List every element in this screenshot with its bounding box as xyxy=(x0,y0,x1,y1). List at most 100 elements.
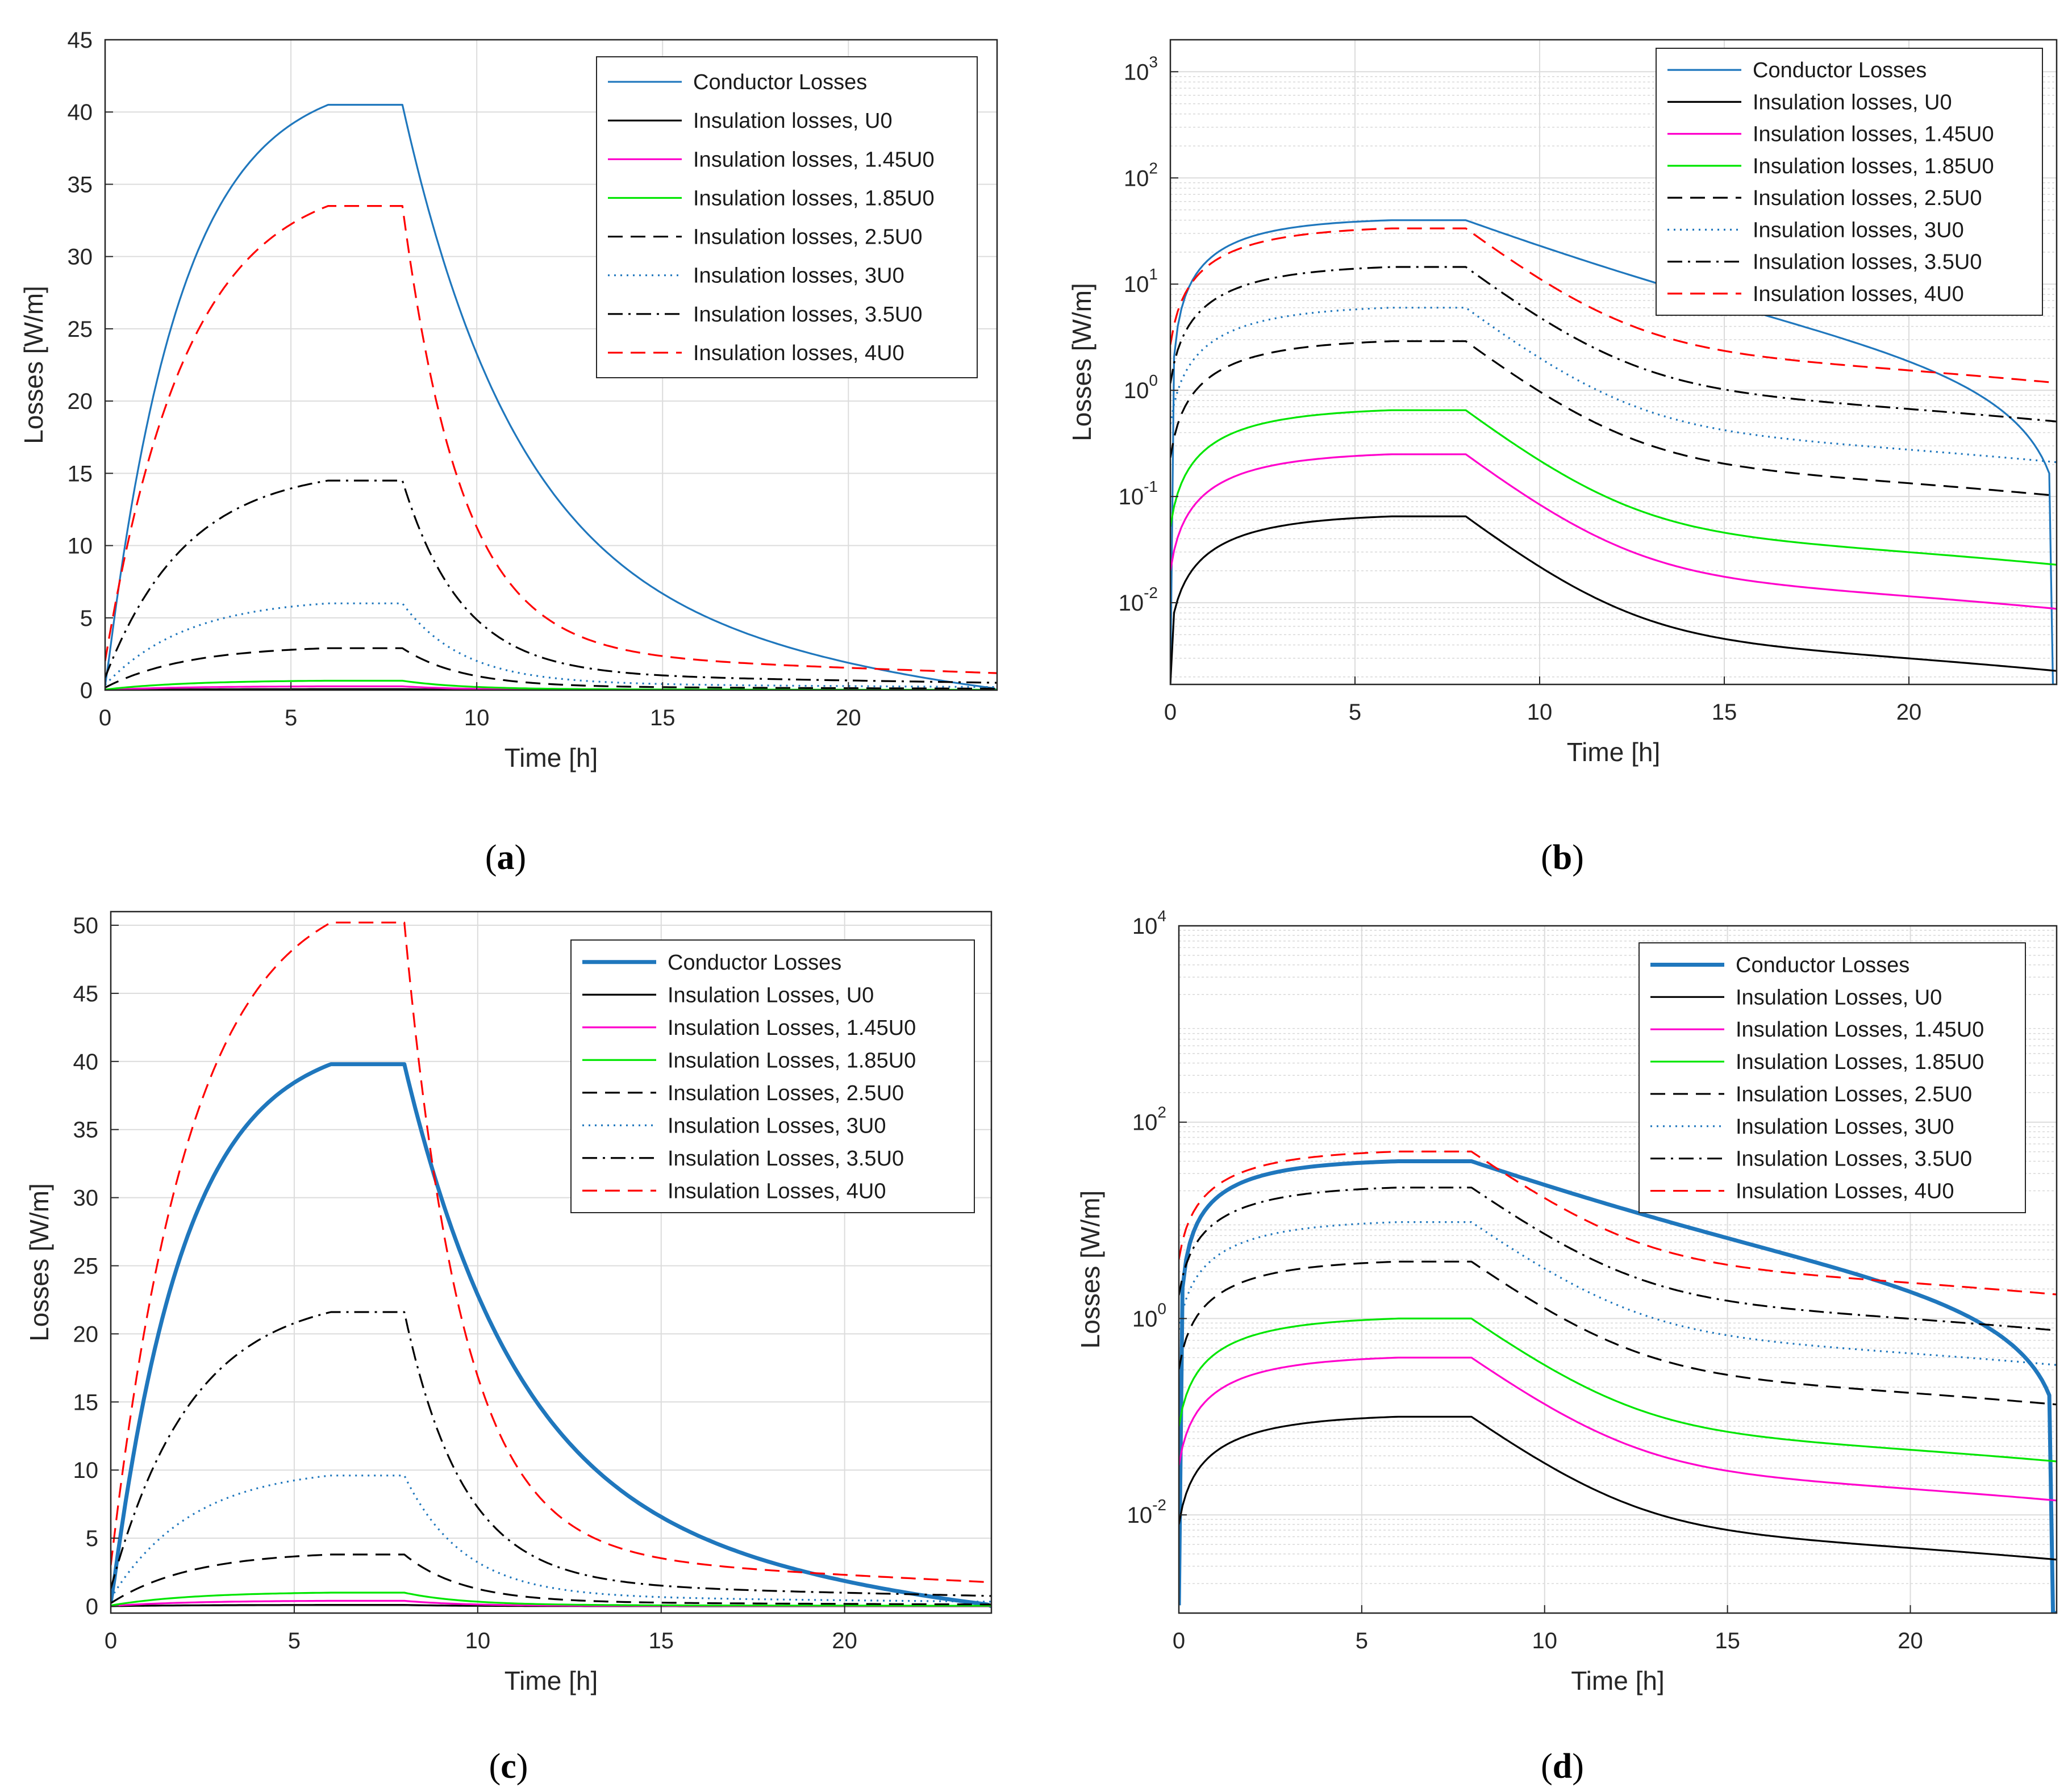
series-line-insulation-losses-u0 xyxy=(1179,1415,2057,1561)
series-line-insulation-losses-3u0 xyxy=(111,1474,991,1603)
series-line-insulation-losses-2-5u0 xyxy=(1179,1260,2057,1406)
y-axis-label: Losses [W/m] xyxy=(24,1183,54,1342)
y-tick-label: 40 xyxy=(73,1050,99,1075)
legend-label: Insulation Losses, 3.5U0 xyxy=(668,1147,904,1171)
chart-panel-a: 0 5 10 15 20 0 5 10 15 20 25 30 35 40 45 Time [h] Losses… xyxy=(19,28,998,877)
legend-label: Insulation Losses, 1.85U0 xyxy=(1736,1050,1984,1074)
series-line-insulation-losses-3u0 xyxy=(1179,1221,2057,1366)
y-axis-label: Losses [W/m] xyxy=(1067,283,1096,441)
series-line-insulation-losses-3-5u0 xyxy=(111,1311,991,1597)
legend-label: Insulation Losses, 4U0 xyxy=(668,1179,886,1203)
legend-label: Insulation losses, 1.45U0 xyxy=(1753,123,1994,147)
series-line-insulation-losses-3u0 xyxy=(105,602,997,688)
y-tick-label: 10-2 xyxy=(1127,1496,1166,1528)
x-tick-label: 20 xyxy=(1896,700,1922,725)
x-tick-label: 0 xyxy=(1164,700,1177,725)
legend-label: Insulation Losses, 3U0 xyxy=(668,1114,886,1138)
legend-label: Insulation losses, 1.45U0 xyxy=(693,148,935,172)
y-tick-label: 50 xyxy=(73,913,99,938)
legend-label: Insulation Losses, U0 xyxy=(1736,985,1942,1009)
chart-panel-c: 0 5 10 15 20 0 5 10 15 20 25 30 35 40 45 50 Time [h] Loss… xyxy=(24,910,993,1786)
x-tick-label: 5 xyxy=(285,705,297,730)
series-group xyxy=(1170,219,2057,684)
y-tick-label: 20 xyxy=(68,389,93,414)
legend-box xyxy=(1638,942,2026,1213)
series-line-insulation-losses-2-5u0 xyxy=(1170,340,2057,497)
legend-label: Insulation Losses, U0 xyxy=(668,983,874,1007)
series-group xyxy=(1179,1150,2057,1613)
legend-label: Insulation Losses, 2.5U0 xyxy=(668,1081,904,1105)
x-axis-label: Time [h] xyxy=(1571,1666,1664,1695)
y-tick-label: 5 xyxy=(86,1526,98,1551)
legend-label: Insulation losses, 3U0 xyxy=(1753,218,1964,242)
legend-label: Insulation losses, U0 xyxy=(1753,90,1952,114)
legend-label: Conductor Losses xyxy=(1753,59,1927,82)
y-tick-label: 45 xyxy=(73,981,99,1006)
series-line-insulation-losses-3u0 xyxy=(1170,307,2057,463)
y-tick-label: 0 xyxy=(80,678,93,703)
y-tick-label: 40 xyxy=(68,100,93,125)
x-tick-label: 5 xyxy=(1356,1628,1368,1653)
series-line-insulation-losses-4u0 xyxy=(105,205,997,674)
y-tick-label: 35 xyxy=(68,172,93,197)
legend-label: Insulation losses, 2.5U0 xyxy=(1753,186,1982,210)
y-tick-label: 104 xyxy=(1132,907,1166,939)
x-tick-label: 0 xyxy=(105,1628,117,1653)
y-axis-label: Losses [W/m] xyxy=(1075,1191,1105,1349)
series-line-insulation-losses-4u0 xyxy=(1170,227,2057,384)
y-tick-label: 102 xyxy=(1124,159,1158,191)
y-tick-label: 102 xyxy=(1132,1104,1166,1135)
x-tick-label: 15 xyxy=(1715,1628,1740,1653)
legend-label: Insulation Losses, 3U0 xyxy=(1736,1115,1954,1139)
y-tick-label: 10-2 xyxy=(1119,584,1158,616)
series-line-insulation-losses-1-85u0 xyxy=(1170,409,2057,566)
y-tick-label: 45 xyxy=(68,28,93,53)
x-tick-label: 10 xyxy=(1527,700,1553,725)
x-tick-label: 20 xyxy=(836,705,861,730)
legend-label: Insulation losses, U0 xyxy=(693,109,893,133)
legend-label: Insulation losses, 2.5U0 xyxy=(693,225,922,249)
legend-label: Insulation losses, 4U0 xyxy=(1753,282,1964,306)
legend-box xyxy=(596,56,978,378)
series-line-insulation-losses-1-45u0 xyxy=(1179,1356,2057,1502)
panel-caption: (a) xyxy=(485,838,526,877)
y-tick-label: 35 xyxy=(73,1118,99,1143)
y-tick-label: 20 xyxy=(73,1322,99,1347)
axes-box xyxy=(110,910,993,1614)
legend-label: Insulation losses, 1.85U0 xyxy=(693,186,935,210)
legend: Conductor Losses Insulation losses, U0 Ins… xyxy=(596,56,978,378)
series-line-insulation-losses-3-5u0 xyxy=(105,479,997,684)
chart-panel-b: 0 5 10 15 20 10-2 10-1 100 101 102 103 Time [h] Loss… xyxy=(1067,39,2058,877)
legend-label: Insulation losses, 1.85U0 xyxy=(1753,154,1994,178)
legend-label: Insulation Losses, 2.5U0 xyxy=(1736,1083,1972,1106)
y-tick-label: 5 xyxy=(80,606,93,631)
y-tick-label: 0 xyxy=(86,1594,98,1619)
series-line-conductor-losses xyxy=(1170,219,2057,684)
legend-label: Insulation Losses, 1.45U0 xyxy=(668,1016,916,1040)
series-line-insulation-losses-u0 xyxy=(1170,515,2057,684)
y-tick-label: 25 xyxy=(73,1254,99,1279)
legend-box xyxy=(570,939,975,1213)
series-line-conductor-losses xyxy=(105,103,997,690)
legend-label: Insulation losses, 3U0 xyxy=(693,264,904,288)
y-tick-label: 30 xyxy=(68,245,93,270)
series-line-insulation-losses-1-85u0 xyxy=(1179,1317,2057,1463)
x-tick-label: 15 xyxy=(649,1628,674,1653)
y-tick-label: 10-1 xyxy=(1119,478,1158,509)
x-axis-label: Time [h] xyxy=(505,743,598,772)
x-tick-label: 0 xyxy=(1173,1628,1185,1653)
x-tick-label: 20 xyxy=(1898,1628,1923,1653)
y-tick-label: 101 xyxy=(1124,265,1158,297)
axes-box xyxy=(1178,925,2058,1614)
legend-label: Insulation Losses, 4U0 xyxy=(1736,1180,1954,1204)
series-line-insulation-losses-3-5u0 xyxy=(1170,266,2057,423)
x-axis-label: Time [h] xyxy=(1567,737,1660,767)
panel-caption: (b) xyxy=(1541,838,1584,877)
x-tick-label: 10 xyxy=(464,705,490,730)
x-axis-label: Time [h] xyxy=(505,1666,598,1695)
legend-label: Insulation Losses, 1.85U0 xyxy=(668,1049,916,1072)
legend-label: Insulation Losses, 1.45U0 xyxy=(1736,1018,1984,1042)
x-tick-label: 10 xyxy=(1532,1628,1558,1653)
chart-panel-d: 0 5 10 15 20 10-2 100 102 104 Time [h] Losses [W/m… xyxy=(1075,907,2058,1786)
